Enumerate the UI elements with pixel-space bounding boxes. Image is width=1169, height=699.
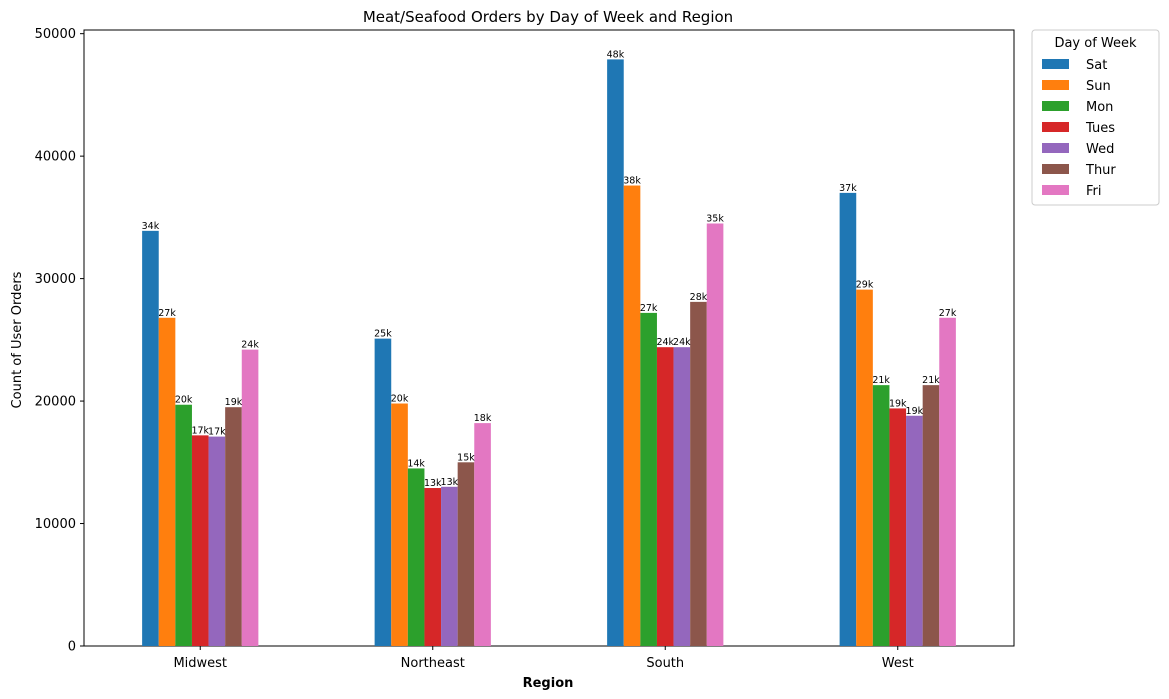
legend-label-fri: Fri xyxy=(1086,184,1102,199)
bar-thur-midwest xyxy=(225,407,242,646)
bar-value-label: 27k xyxy=(640,303,658,314)
bar-mon-west xyxy=(872,385,890,646)
bar-value-label: 28k xyxy=(690,292,708,303)
legend-label-mon: Mon xyxy=(1086,100,1113,115)
bar-value-label: 18k xyxy=(474,413,492,424)
y-tick-label: 0 xyxy=(68,640,76,655)
legend-label-tues: Tues xyxy=(1085,121,1115,136)
x-tick-label: Midwest xyxy=(173,656,227,671)
legend-swatch-fri xyxy=(1042,185,1069,195)
legend-swatch-sat xyxy=(1042,59,1069,69)
bar-tues-northeast xyxy=(424,488,442,646)
legend-label-wed: Wed xyxy=(1086,142,1114,157)
bar-tues-south xyxy=(656,347,674,646)
chart-title: Meat/Seafood Orders by Day of Week and R… xyxy=(363,8,733,26)
bar-value-label: 38k xyxy=(623,176,641,187)
legend-frame xyxy=(1031,29,1160,206)
bar-value-label: 15k xyxy=(457,452,475,463)
bar-value-label: 20k xyxy=(175,395,193,406)
bar-sun-south xyxy=(623,185,641,646)
bar-fri-west xyxy=(939,317,956,646)
bar-sat-northeast xyxy=(374,338,392,646)
bar-sat-south xyxy=(607,59,624,646)
bar-value-label: 27k xyxy=(939,308,957,319)
y-axis: 0 10000 20000 30000 40000 50000 xyxy=(35,27,84,655)
x-axis-label: Region xyxy=(523,676,574,691)
bar-labels: 34k 27k 20k 17k 17k 19k 24k 25k 20k 14k 13k 13k 15k 1… xyxy=(142,49,957,489)
bar-value-label: 13k xyxy=(441,477,459,488)
bar-thur-west xyxy=(922,385,940,646)
legend-swatch-wed xyxy=(1042,143,1069,153)
bar-value-label: 21k xyxy=(922,375,940,386)
bar-value-label: 13k xyxy=(424,478,442,489)
x-axis: Midwest Northeast South West xyxy=(173,646,914,671)
bar-value-label: 24k xyxy=(656,337,674,348)
legend-label-thur: Thur xyxy=(1085,163,1116,178)
y-axis-label: Count of User Orders xyxy=(10,271,25,408)
bar-value-label: 14k xyxy=(407,458,425,469)
bar-value-label: 24k xyxy=(241,340,259,351)
x-tick-label: South xyxy=(646,656,684,671)
legend-label-sat: Sat xyxy=(1086,58,1107,73)
bar-tues-west xyxy=(889,408,907,646)
y-tick-label: 10000 xyxy=(35,517,76,532)
bar-value-label: 17k xyxy=(208,427,226,438)
x-tick-label: Northeast xyxy=(401,656,465,671)
bar-sat-midwest xyxy=(142,230,159,646)
x-tick-label: West xyxy=(882,656,914,671)
bar-mon-south xyxy=(640,312,657,646)
bar-value-label: 17k xyxy=(191,425,209,436)
bar-value-label: 20k xyxy=(391,394,409,405)
bar-value-label: 25k xyxy=(374,329,392,340)
bar-value-label: 34k xyxy=(142,221,160,232)
bar-fri-midwest xyxy=(241,349,259,646)
bar-value-label: 27k xyxy=(158,308,176,319)
bar-value-label: 21k xyxy=(872,375,890,386)
bar-value-label: 19k xyxy=(225,397,243,408)
legend-swatch-sun xyxy=(1042,80,1069,90)
bar-wed-south xyxy=(673,347,691,646)
bar-fri-northeast xyxy=(474,423,491,646)
legend-label-sun: Sun xyxy=(1086,79,1111,94)
bar-sat-west xyxy=(839,192,857,646)
bar-sun-west xyxy=(856,289,873,646)
bar-value-label: 24k xyxy=(673,337,691,348)
bar-wed-northeast xyxy=(441,486,458,646)
bar-value-label: 48k xyxy=(607,49,625,60)
y-tick-label: 50000 xyxy=(35,27,76,42)
bar-sun-northeast xyxy=(391,403,408,646)
bar-thur-south xyxy=(690,301,707,646)
legend-swatch-tues xyxy=(1042,122,1069,132)
legend-swatch-mon xyxy=(1042,101,1069,111)
bar-thur-northeast xyxy=(457,462,475,646)
legend: Day of Week Sat Sun Mon Tues Wed Thur Fri xyxy=(1031,29,1160,206)
bar-value-label: 19k xyxy=(889,398,907,409)
bar-value-label: 29k xyxy=(856,280,874,291)
bar-value-label: 19k xyxy=(906,406,924,417)
legend-swatch-thur xyxy=(1042,164,1069,174)
bar-value-label: 35k xyxy=(706,213,724,224)
bar-sun-midwest xyxy=(158,317,176,646)
y-tick-label: 40000 xyxy=(35,150,76,165)
bar-wed-midwest xyxy=(208,436,226,646)
bar-mon-midwest xyxy=(175,404,192,646)
bar-fri-south xyxy=(706,223,724,646)
bars xyxy=(142,59,956,646)
bar-value-label: 37k xyxy=(839,183,857,194)
y-tick-label: 20000 xyxy=(35,395,76,410)
bar-tues-midwest xyxy=(191,435,209,646)
legend-title: Day of Week xyxy=(1054,36,1137,51)
bar-wed-west xyxy=(906,415,923,646)
y-tick-label: 30000 xyxy=(35,272,76,287)
bar-mon-northeast xyxy=(407,468,425,646)
